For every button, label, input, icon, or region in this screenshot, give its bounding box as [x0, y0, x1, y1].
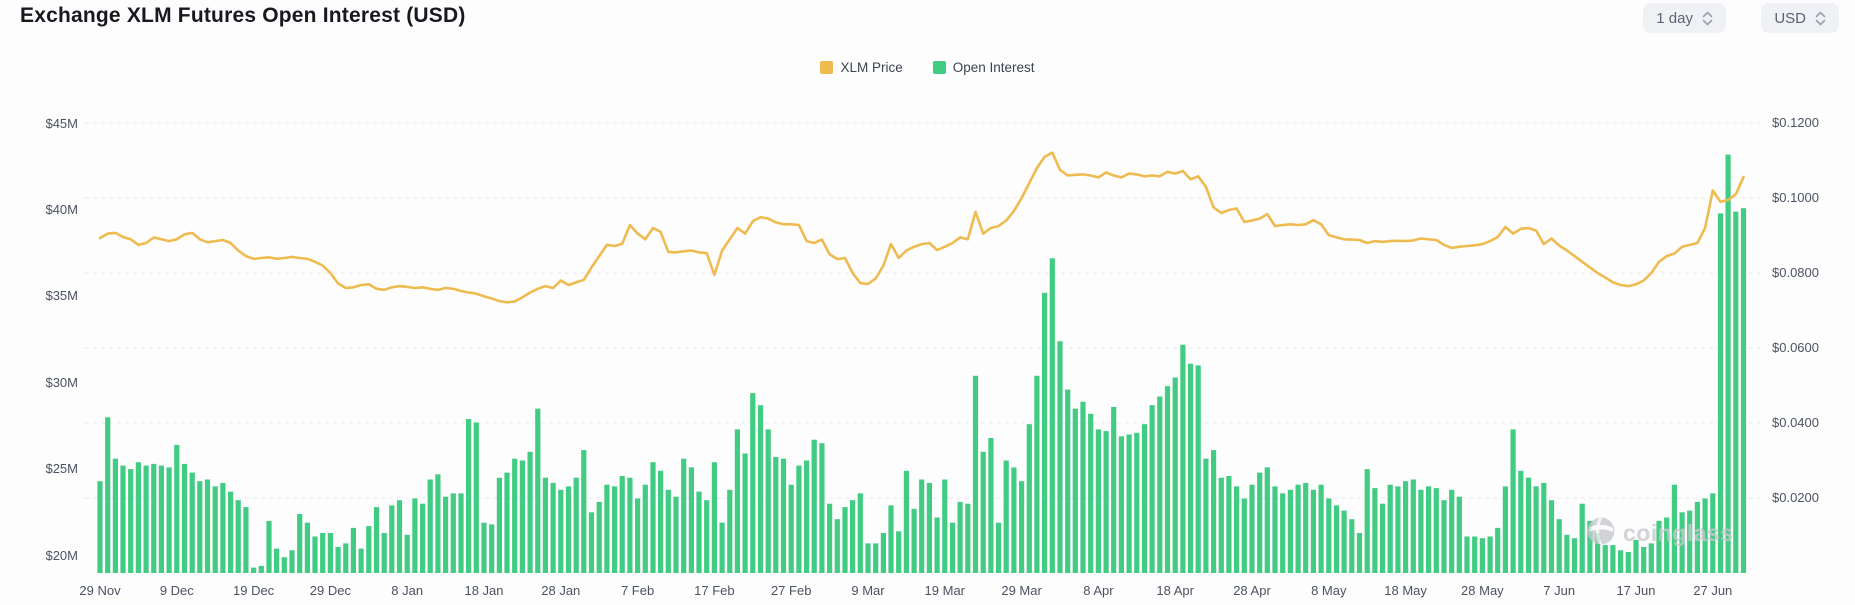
left-axis-tick: $30M: [45, 374, 78, 390]
x-axis-tick: 7 Jun: [1543, 583, 1576, 598]
x-axis-tick: 18 May: [1384, 583, 1427, 598]
right-axis-tick: $0.0200: [1772, 490, 1819, 505]
x-axis-tick: 17 Jun: [1616, 583, 1656, 598]
page-title: Exchange XLM Futures Open Interest (USD): [20, 4, 466, 27]
open-interest-swatch: [932, 61, 946, 74]
interval-select[interactable]: 1 day: [1643, 3, 1726, 33]
x-axis-tick: 8 Jan: [391, 583, 424, 598]
sort-arrows-icon: [1815, 11, 1826, 26]
xlm-price-line: [98, 151, 1745, 304]
right-axis-tick: $0.0800: [1772, 265, 1819, 280]
x-axis-tick: 19 Mar: [924, 583, 966, 598]
open-interest-bars: [97, 154, 1747, 573]
x-axis-tick: 29 Dec: [309, 583, 351, 598]
x-axis-tick: 18 Jan: [464, 583, 504, 598]
x-axis-tick: 27 Jun: [1693, 583, 1733, 598]
x-axis-tick: 19 Dec: [232, 583, 275, 598]
x-axis-tick: 18 Apr: [1156, 583, 1194, 598]
x-axis-tick: 17 Feb: [694, 583, 735, 598]
currency-select[interactable]: USD: [1761, 3, 1839, 33]
sort-arrows-icon: [1702, 11, 1713, 26]
legend-item-open-interest[interactable]: Open Interest: [932, 60, 1035, 75]
right-axis-tick: $0.0600: [1772, 340, 1819, 355]
x-axis-tick: 8 May: [1311, 583, 1347, 598]
right-axis-tick: $0.1000: [1772, 190, 1819, 205]
left-axis-tick: $40M: [45, 201, 78, 217]
right-axis-tick: $0.0400: [1772, 415, 1819, 430]
legend-label: Open Interest: [952, 60, 1035, 75]
x-axis-tick: 7 Feb: [620, 583, 655, 598]
left-axis-tick: $25M: [45, 461, 78, 477]
left-axis-tick: $35M: [45, 288, 78, 304]
x-axis-tick: 9 Dec: [159, 583, 194, 598]
x-axis-tick: 9 Mar: [851, 583, 885, 598]
x-axis-tick: 27 Feb: [770, 583, 812, 598]
x-axis-tick: 28 Jan: [541, 583, 581, 598]
currency-select-value: USD: [1774, 9, 1806, 27]
x-axis-tick: 29 Nov: [79, 583, 121, 598]
right-axis-tick: $0.1200: [1772, 115, 1819, 130]
chart-legend: XLM Price Open Interest: [0, 60, 1855, 75]
left-axis-tick: $45M: [45, 115, 78, 131]
x-axis-tick: 29 Mar: [1001, 583, 1042, 598]
legend-item-xlm-price[interactable]: XLM Price: [820, 60, 903, 75]
x-axis-tick: 8 Apr: [1083, 583, 1114, 598]
xlm-price-swatch: [820, 61, 834, 74]
interval-select-value: 1 day: [1656, 9, 1693, 27]
legend-label: XLM Price: [840, 60, 903, 75]
left-axis-tick: $20M: [45, 547, 78, 563]
x-axis-tick: 28 Apr: [1233, 583, 1271, 598]
x-axis-tick: 28 May: [1461, 583, 1504, 598]
